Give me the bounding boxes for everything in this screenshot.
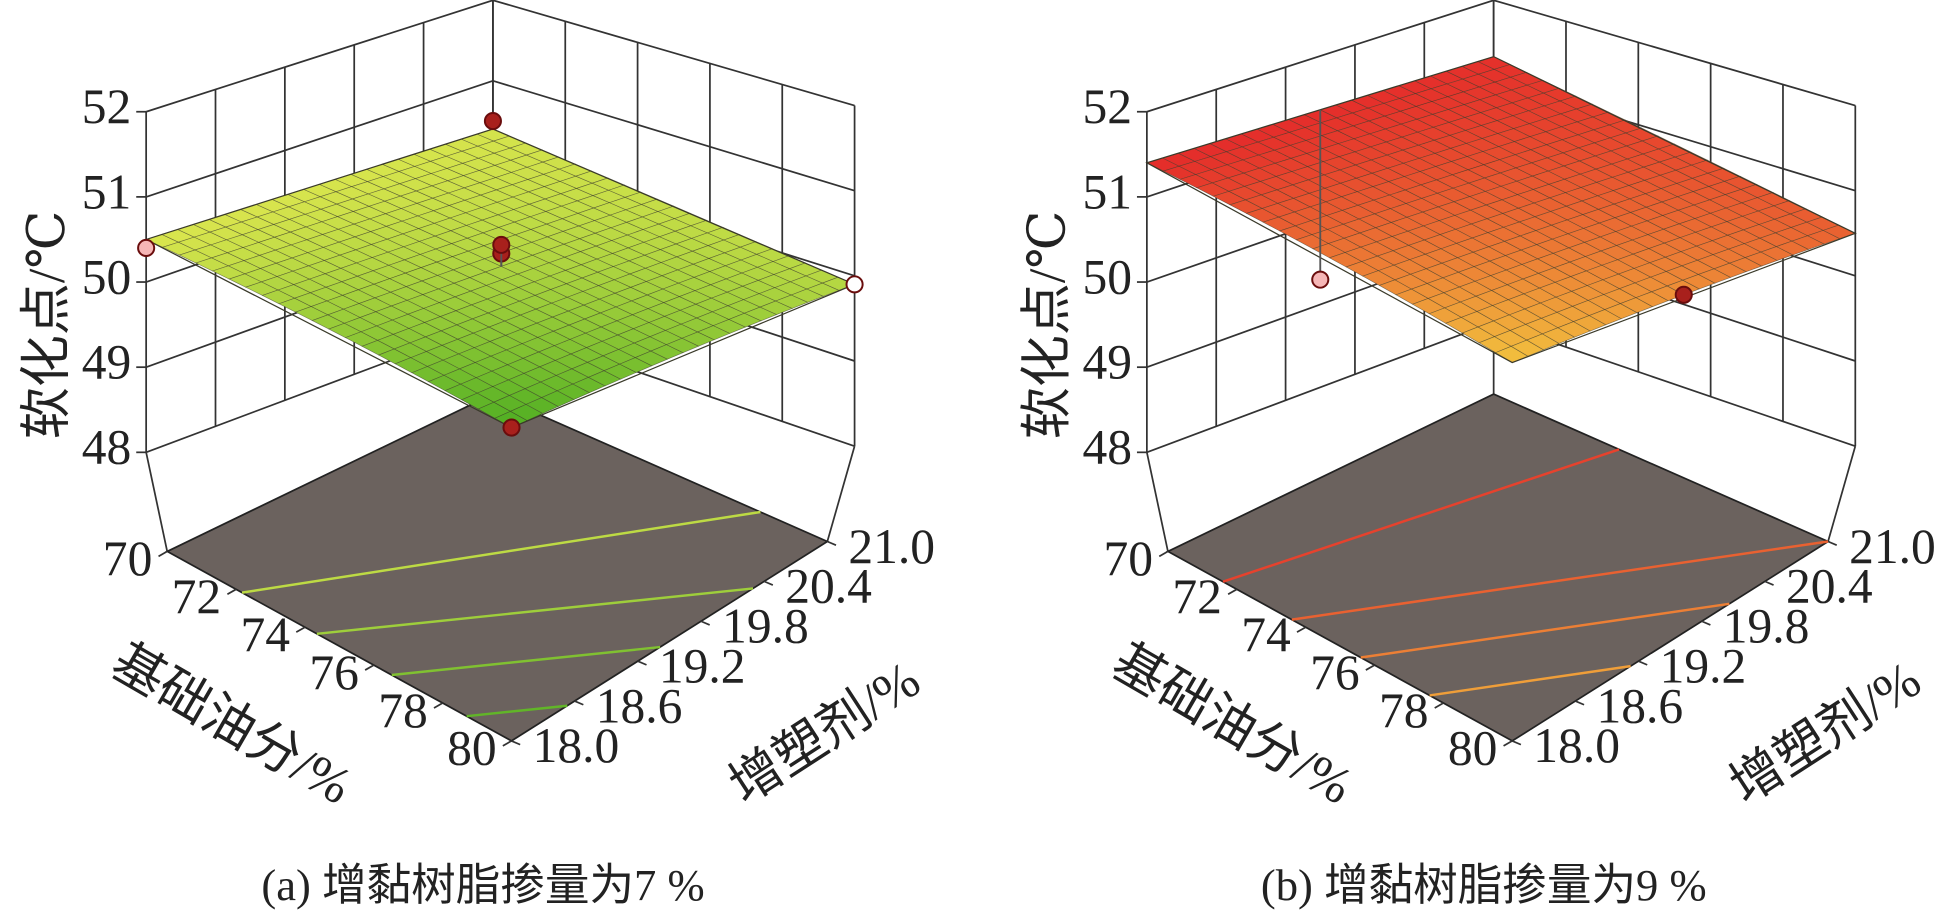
y-tick-label: 21.0: [1849, 519, 1936, 574]
y-axis-title: 增塑剂/%: [720, 651, 930, 815]
tick-mark: [433, 702, 444, 709]
contour-line: [391, 645, 661, 677]
y-tick-label: 20.4: [785, 559, 872, 614]
tick-mark: [295, 626, 306, 633]
tick-mark: [502, 740, 512, 747]
tick-mark: [700, 620, 711, 626]
grid-line: [492, 0, 855, 107]
z-tick-label: 48: [1082, 420, 1132, 475]
tick-mark: [574, 700, 584, 706]
z-axis-title: 软化点/℃: [19, 210, 76, 439]
tick-mark: [1827, 540, 1838, 547]
design-point: [492, 235, 511, 254]
z-tick-label: 50: [1082, 249, 1132, 304]
tick-mark: [364, 664, 375, 671]
contour-line: [1429, 664, 1631, 697]
y-tick-label: 18.6: [1596, 678, 1683, 733]
caption: (b) 增黏树脂掺量为9 %: [1261, 860, 1707, 910]
y-tick-label: 19.2: [659, 638, 746, 693]
x-tick-label: 78: [1379, 683, 1429, 738]
tick-mark: [1575, 700, 1585, 706]
tick-mark: [1434, 702, 1444, 709]
grid-line: [1146, 321, 1494, 454]
tick-mark: [1158, 550, 1169, 558]
x-tick-label: 74: [241, 607, 291, 662]
y-tick-label: 19.2: [1660, 638, 1747, 693]
z-tick-label: 49: [82, 335, 132, 390]
contour-line: [466, 704, 568, 718]
panel: 48 49 50 51 52 70 72 74 76 78 80 18.018.619.219.820…: [19, 0, 935, 910]
z-tick-label: 52: [82, 79, 132, 134]
design-point: [845, 275, 864, 294]
grid-line: [492, 79, 855, 192]
design-point: [502, 418, 521, 437]
tick-mark: [1365, 664, 1375, 671]
tick-mark: [1503, 740, 1513, 747]
y-tick-label: 19.8: [1723, 599, 1810, 654]
x-tick-label: 74: [1241, 607, 1291, 662]
x-tick-label: 70: [1104, 531, 1154, 586]
grid-line: [145, 79, 494, 198]
y-tick-label: 19.8: [722, 599, 809, 654]
tick-mark: [1227, 588, 1238, 596]
x-tick-label: 76: [1310, 645, 1360, 700]
contour-line: [1291, 540, 1829, 621]
y-tick-label: 18.0: [1533, 718, 1620, 773]
z-tick-label: 51: [82, 164, 132, 219]
axis-line: [826, 445, 856, 542]
design-point: [1311, 270, 1330, 289]
axis-line: [1827, 445, 1857, 542]
tick-mark: [1296, 626, 1307, 633]
design-point: [1674, 285, 1693, 304]
tick-mark: [637, 660, 647, 666]
x-tick-label: 70: [103, 531, 153, 586]
axis-line: [1146, 452, 1169, 552]
grid-line: [1493, 0, 1856, 107]
contour-line: [316, 587, 754, 636]
z-tick-label: 52: [1082, 79, 1132, 134]
x-tick-label: 80: [1448, 721, 1498, 776]
surface-outline: [1145, 55, 1857, 364]
design-point: [483, 111, 502, 131]
contour-line: [1222, 448, 1620, 583]
x-tick-label: 72: [1172, 569, 1222, 624]
grid-line: [145, 0, 494, 113]
tick-mark: [226, 588, 237, 596]
axis-line: [145, 452, 169, 552]
z-tick-label: 48: [82, 420, 132, 475]
x-tick-label: 78: [378, 683, 428, 738]
tick-mark: [158, 550, 168, 558]
y-tick-label: 20.4: [1786, 559, 1873, 614]
y-axis-title: 增塑剂/%: [1720, 651, 1930, 815]
x-tick-label: 80: [447, 721, 497, 776]
design-point: [137, 238, 156, 258]
contour-line: [1360, 602, 1730, 659]
tick-mark: [1638, 660, 1648, 666]
panel: 48 49 50 51 52 70 72 74 76 78 80 18.018.619.219.820…: [1020, 0, 1936, 910]
tick-mark: [826, 540, 837, 547]
z-axis-title: 软化点/℃: [1020, 210, 1077, 439]
z-tick-label: 50: [82, 249, 132, 304]
grid-line: [1146, 0, 1494, 113]
surface: [145, 128, 856, 428]
y-tick-label: 18.6: [596, 678, 683, 733]
caption: (a) 增黏树脂掺量为7 %: [261, 860, 704, 910]
x-tick-label: 72: [172, 569, 222, 624]
z-tick-label: 51: [1082, 164, 1132, 219]
z-tick-label: 49: [1082, 335, 1132, 390]
tick-mark: [1764, 580, 1774, 586]
surface: [1146, 56, 1857, 363]
tick-mark: [1701, 620, 1711, 626]
y-tick-label: 21.0: [848, 519, 935, 574]
tick-mark: [763, 580, 774, 586]
y-tick-label: 18.0: [533, 718, 620, 773]
tick-mark: [1511, 740, 1522, 746]
tick-mark: [511, 740, 521, 746]
x-tick-label: 76: [309, 645, 359, 700]
contour-line: [241, 510, 761, 594]
